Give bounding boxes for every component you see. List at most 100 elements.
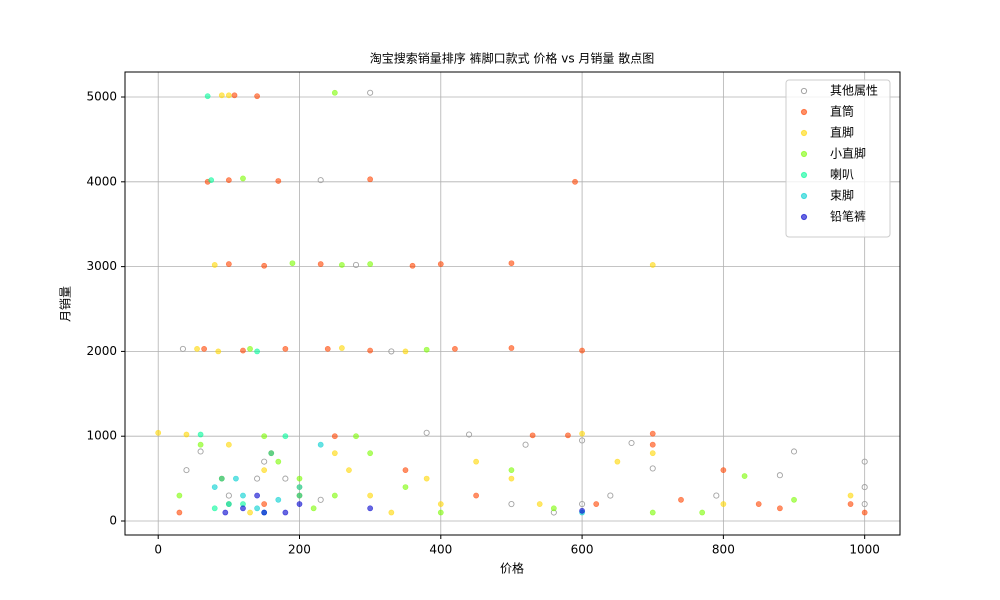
scatter-point bbox=[861, 458, 868, 465]
scatter-point bbox=[649, 450, 656, 457]
scatter-point bbox=[197, 448, 204, 455]
scatter-point bbox=[861, 500, 868, 508]
scatter-point bbox=[261, 467, 268, 474]
scatter-point bbox=[261, 458, 268, 465]
scatter-point bbox=[437, 501, 444, 507]
scatter-point bbox=[367, 492, 374, 499]
scatter-point bbox=[572, 178, 578, 185]
scatter-point bbox=[296, 484, 303, 490]
scatter-point bbox=[261, 262, 268, 269]
scatter-point bbox=[211, 505, 218, 512]
scatter-point bbox=[522, 441, 529, 448]
scatter-point bbox=[317, 441, 324, 448]
scatter-point bbox=[254, 348, 261, 355]
scatter-point bbox=[282, 345, 289, 352]
scatter-point bbox=[367, 505, 374, 512]
scatter-point bbox=[261, 501, 268, 507]
scatter-point bbox=[508, 500, 515, 508]
scatter-point bbox=[247, 509, 253, 516]
scatter-point bbox=[211, 484, 218, 490]
scatter-point bbox=[593, 501, 600, 507]
scatter-point bbox=[201, 345, 208, 352]
scatter-point bbox=[713, 492, 720, 499]
x-tick-label: 0 bbox=[154, 543, 162, 557]
scatter-point bbox=[607, 492, 614, 499]
legend-marker bbox=[800, 192, 808, 200]
y-tick-label: 1000 bbox=[86, 429, 117, 443]
scatter-point bbox=[423, 346, 430, 353]
scatter-point bbox=[579, 437, 586, 444]
scatter-point bbox=[699, 509, 706, 516]
x-tick-label: 200 bbox=[288, 543, 311, 557]
scatter-point bbox=[649, 441, 656, 448]
legend-label: 直脚 bbox=[830, 125, 854, 140]
scatter-point bbox=[225, 501, 232, 507]
scatter-point bbox=[254, 475, 261, 482]
scatter-point bbox=[231, 92, 238, 99]
legend-label: 喇叭 bbox=[830, 167, 854, 182]
scatter-point bbox=[437, 261, 444, 267]
scatter-point bbox=[331, 492, 338, 499]
scatter-point bbox=[275, 496, 282, 503]
x-tick-label: 800 bbox=[712, 543, 735, 557]
scatter-point bbox=[508, 467, 515, 474]
scatter-point bbox=[183, 467, 190, 474]
scatter-point bbox=[176, 509, 183, 516]
scatter-point bbox=[218, 92, 225, 99]
scatter-point bbox=[240, 492, 246, 499]
scatter-point bbox=[367, 450, 374, 457]
scatter-point bbox=[204, 93, 211, 100]
scatter-point bbox=[331, 89, 338, 96]
y-tick-label: 5000 bbox=[86, 90, 117, 104]
scatter-point bbox=[649, 465, 656, 472]
scatter-point bbox=[346, 467, 352, 474]
scatter-point bbox=[579, 500, 586, 508]
scatter-point bbox=[225, 492, 232, 499]
scatter-point bbox=[791, 496, 797, 503]
scatter-point bbox=[367, 89, 374, 96]
scatter-point bbox=[352, 261, 360, 268]
legend-label: 其他属性 bbox=[830, 84, 878, 98]
scatter-point bbox=[508, 260, 515, 267]
scatter-point bbox=[402, 467, 409, 474]
plot-frame bbox=[124, 71, 901, 536]
scatter-point bbox=[423, 429, 430, 436]
scatter-point bbox=[225, 177, 232, 184]
scatter-point bbox=[254, 93, 261, 100]
scatter-point bbox=[247, 345, 253, 352]
scatter-point bbox=[254, 505, 261, 512]
scatter-point bbox=[197, 441, 204, 448]
x-tick-label: 1000 bbox=[849, 543, 880, 557]
scatter-point bbox=[317, 496, 324, 503]
scatter-point bbox=[179, 345, 186, 352]
scatter-point bbox=[776, 505, 783, 512]
x-tick-label: 400 bbox=[429, 543, 452, 557]
scatter-point bbox=[296, 492, 303, 499]
scatter-point bbox=[240, 347, 246, 354]
y-tick-label: 2000 bbox=[86, 344, 117, 358]
scatter-point bbox=[211, 262, 218, 268]
scatter-point bbox=[473, 458, 480, 465]
scatter-point bbox=[261, 433, 268, 440]
y-axis-label: 月销量 bbox=[59, 286, 73, 322]
scatter-point bbox=[225, 261, 232, 267]
scatter-point bbox=[536, 501, 543, 507]
scatter-point bbox=[423, 475, 430, 482]
scatter-point bbox=[402, 484, 409, 490]
scatter-point bbox=[649, 430, 656, 437]
scatter-point bbox=[565, 432, 571, 439]
legend-marker bbox=[800, 87, 808, 95]
legend-marker bbox=[800, 129, 808, 137]
scatter-point bbox=[409, 262, 416, 269]
scatter-point bbox=[218, 475, 225, 482]
scatter-point bbox=[222, 509, 229, 516]
scatter-point bbox=[388, 348, 395, 355]
scatter-point bbox=[275, 178, 282, 184]
scatter-point bbox=[529, 432, 536, 439]
scatter-point bbox=[579, 430, 585, 437]
scatter-point bbox=[338, 345, 345, 351]
scatter-point bbox=[155, 429, 162, 436]
scatter-point bbox=[197, 431, 204, 438]
scatter-point bbox=[254, 492, 261, 499]
scatter-point bbox=[614, 458, 621, 465]
